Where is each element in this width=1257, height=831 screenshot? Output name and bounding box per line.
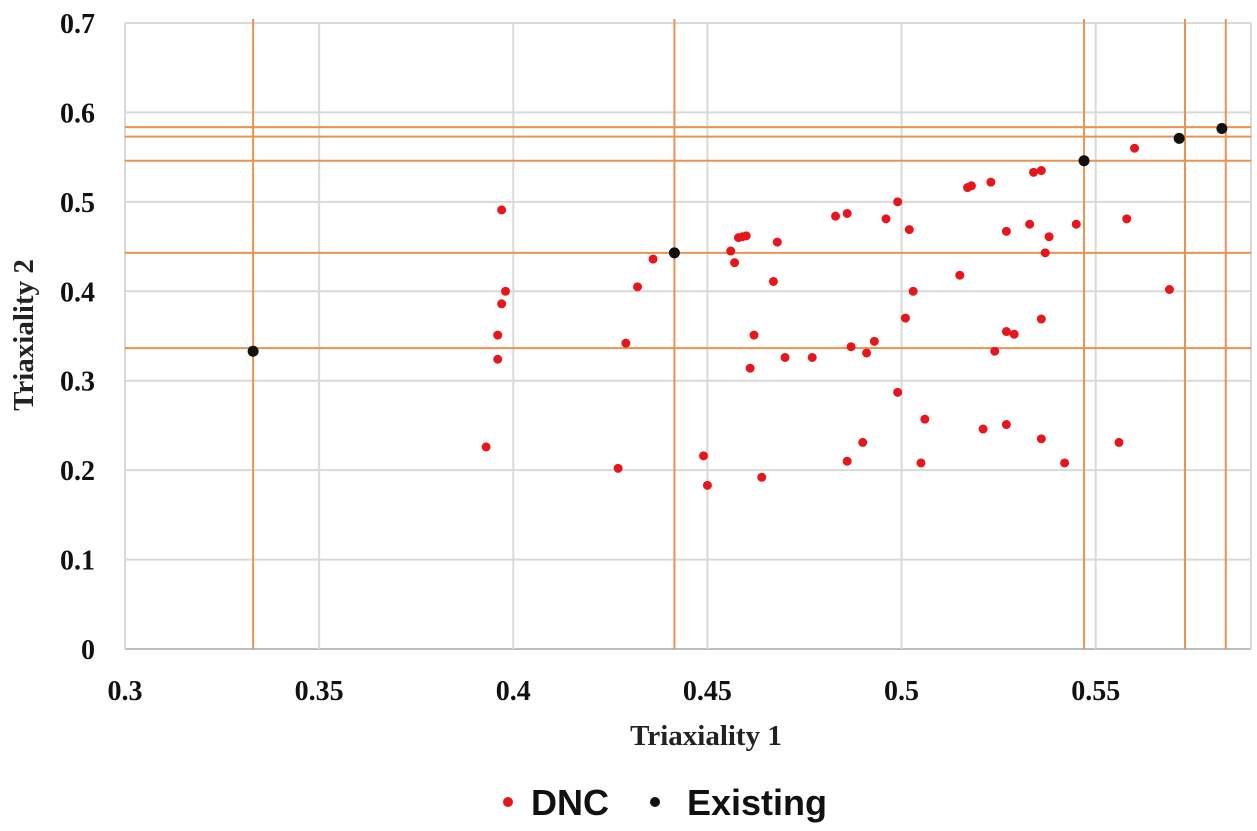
- dnc-point: [1025, 219, 1035, 229]
- dnc-point: [648, 254, 658, 264]
- dnc-point: [842, 208, 852, 218]
- existing-point: [668, 247, 680, 259]
- dnc-point: [621, 338, 631, 348]
- dnc-point: [1036, 314, 1046, 324]
- existing-point: [1173, 132, 1185, 144]
- dnc-point: [501, 286, 511, 296]
- dnc-point: [807, 352, 817, 362]
- dnc-point: [730, 258, 740, 268]
- dnc-point: [862, 348, 872, 358]
- x-tick-label: 0.5: [884, 676, 919, 707]
- dnc-point: [1114, 437, 1124, 447]
- y-tick-label: 0.5: [60, 188, 95, 219]
- dnc-point: [1130, 143, 1140, 153]
- legend-existing-marker: [650, 797, 660, 807]
- reference-lines: [125, 19, 1251, 649]
- dnc-point: [1040, 248, 1050, 258]
- dnc-point: [1036, 434, 1046, 444]
- x-tick-label: 0.55: [1071, 676, 1120, 707]
- dnc-point: [904, 225, 914, 235]
- x-tick-label: 0.35: [295, 676, 344, 707]
- dnc-point: [1044, 232, 1054, 242]
- y-axis-title: Triaxiality 2: [8, 259, 40, 411]
- existing-point: [1216, 123, 1228, 135]
- x-axis-title: Triaxiality 1: [630, 720, 782, 752]
- dnc-point: [749, 330, 759, 340]
- y-tick-label: 0.1: [60, 546, 95, 577]
- dnc-point: [780, 352, 790, 362]
- dnc-point: [831, 211, 841, 221]
- existing-point: [1078, 155, 1090, 167]
- dnc-point: [900, 313, 910, 323]
- y-axis-ticks: 0 0.1 0.2 0.3 0.4 0.5 0.6 0.7: [60, 9, 95, 666]
- dnc-point: [497, 205, 507, 215]
- dnc-point: [1009, 329, 1019, 339]
- dnc-point: [726, 246, 736, 256]
- dnc-point: [633, 282, 643, 292]
- dnc-point: [741, 231, 751, 241]
- dnc-point: [955, 270, 965, 280]
- dnc-point: [846, 342, 856, 352]
- dnc-point: [842, 456, 852, 466]
- dnc-point: [613, 463, 623, 473]
- data-points: [247, 123, 1228, 490]
- existing-point: [247, 345, 259, 357]
- dnc-point: [1001, 327, 1011, 337]
- dnc-point: [1029, 167, 1039, 177]
- legend: DNC Existing: [503, 782, 827, 823]
- legend-dnc-label: DNC: [531, 782, 609, 823]
- dnc-point: [745, 363, 755, 373]
- x-tick-label: 0.3: [108, 676, 143, 707]
- y-tick-label: 0.7: [60, 9, 95, 40]
- dnc-point: [869, 336, 879, 346]
- dnc-point: [757, 472, 767, 482]
- dnc-point: [858, 437, 868, 447]
- y-tick-label: 0: [81, 635, 95, 666]
- dnc-point: [986, 177, 996, 187]
- y-tick-label: 0.2: [60, 456, 95, 487]
- dnc-point: [966, 181, 976, 191]
- dnc-point: [699, 451, 709, 461]
- dnc-point: [916, 458, 926, 468]
- dnc-point: [1122, 214, 1132, 224]
- dnc-point: [493, 354, 503, 364]
- x-tick-label: 0.45: [683, 676, 732, 707]
- y-tick-label: 0.3: [60, 367, 95, 398]
- dnc-point: [493, 330, 503, 340]
- x-axis-ticks: 0.3 0.35 0.4 0.45 0.5 0.55: [108, 676, 1121, 707]
- legend-dnc-marker: [503, 797, 513, 807]
- dnc-point: [893, 387, 903, 397]
- dnc-point: [978, 424, 988, 434]
- x-tick-label: 0.4: [496, 676, 531, 707]
- dnc-point: [1001, 226, 1011, 236]
- dnc-point: [881, 214, 891, 224]
- dnc-point: [920, 414, 930, 424]
- dnc-point: [1036, 166, 1046, 176]
- dnc-point: [497, 299, 507, 309]
- dnc-point: [1060, 458, 1070, 468]
- dnc-point: [772, 237, 782, 247]
- dnc-point: [893, 197, 903, 207]
- dnc-point: [1071, 219, 1081, 229]
- dnc-point: [990, 346, 1000, 356]
- gridlines: [124, 22, 1252, 650]
- y-tick-label: 0.4: [60, 277, 95, 308]
- dnc-point: [908, 286, 918, 296]
- legend-existing-label: Existing: [687, 782, 827, 823]
- dnc-point: [481, 442, 491, 452]
- dnc-point: [768, 276, 778, 286]
- dnc-point: [1164, 284, 1174, 294]
- dnc-point: [1001, 420, 1011, 430]
- y-tick-label: 0.6: [60, 98, 95, 129]
- dnc-point: [702, 480, 712, 490]
